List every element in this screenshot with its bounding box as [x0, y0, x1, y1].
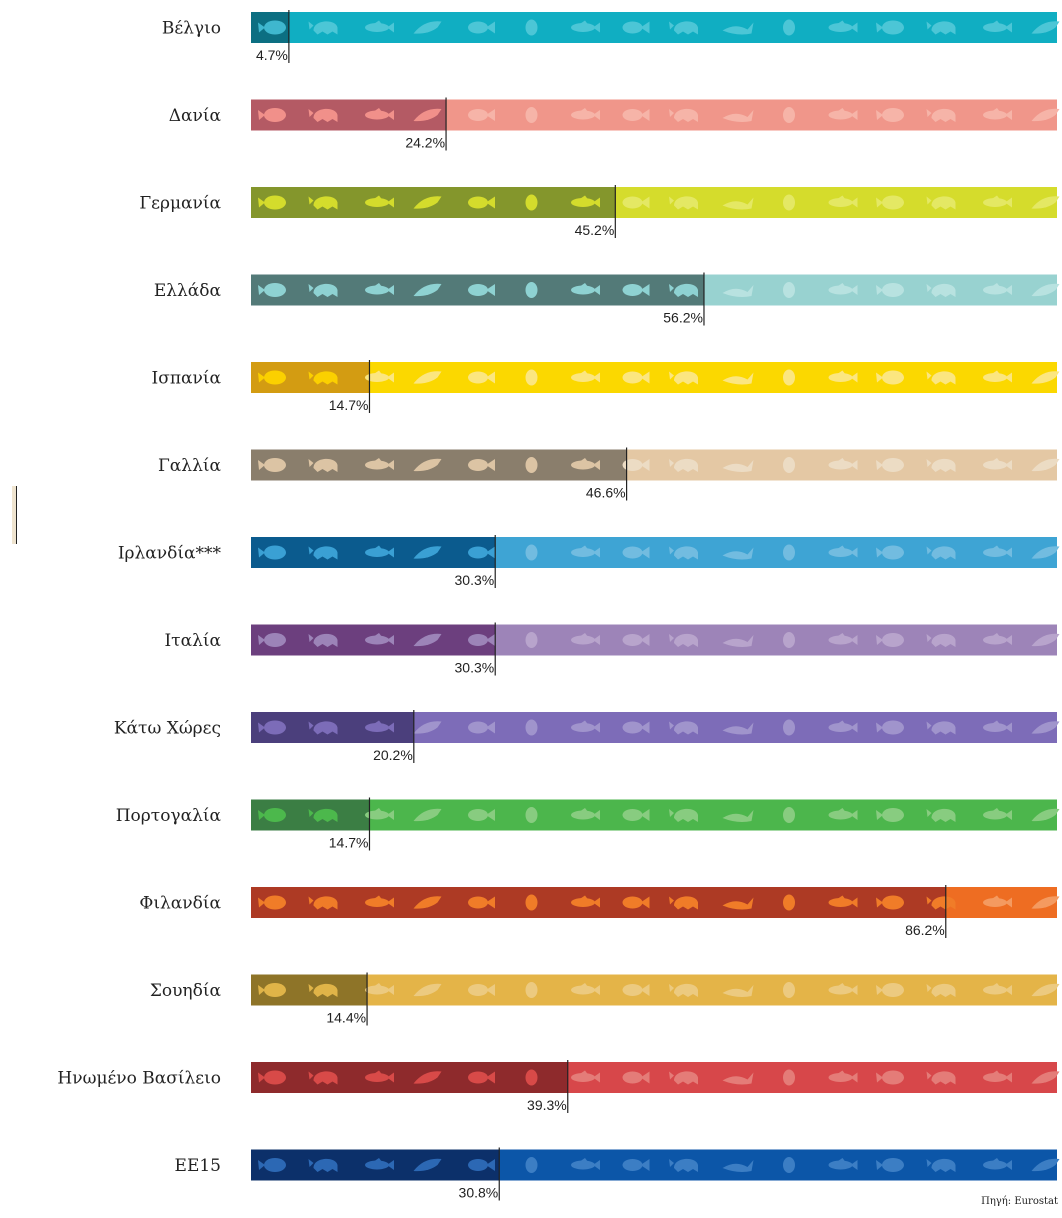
- category-label: Κάτω Χώρες: [114, 719, 221, 739]
- bar-row: Φιλανδία 86.2%: [139, 885, 1060, 938]
- bar-value: [251, 449, 627, 481]
- crab-icon: [783, 457, 795, 473]
- category-label: ΕΕ15: [175, 1156, 221, 1176]
- value-label: 46.6%: [586, 485, 626, 501]
- value-label: 56.2%: [663, 310, 703, 326]
- bar-row: Ισπανία 14.7%: [152, 360, 1060, 413]
- category-label: Φιλανδία: [139, 894, 221, 914]
- value-label: 24.2%: [405, 135, 445, 151]
- category-label: Γερμανία: [139, 194, 221, 214]
- crab-icon: [525, 19, 538, 36]
- value-label: 39.3%: [527, 1097, 567, 1113]
- crab-icon: [525, 282, 538, 298]
- category-label: Πορτογαλία: [116, 806, 222, 826]
- bar-row: Γαλλία 46.6%: [158, 447, 1060, 501]
- bar-row: Βέλγιο 4.7%: [162, 10, 1060, 63]
- source-note: Πηγή: Eurostat: [981, 1196, 1058, 1207]
- bar-row: Δανία 24.2%: [169, 97, 1060, 151]
- category-label: Ισπανία: [152, 369, 222, 389]
- crab-icon: [525, 982, 538, 998]
- category-label: Βέλγιο: [162, 19, 221, 39]
- crab-icon: [783, 719, 795, 736]
- category-label: Ιταλία: [164, 631, 221, 651]
- value-label: 14.4%: [326, 1010, 366, 1026]
- value-label: 14.7%: [329, 397, 369, 413]
- category-label: Γαλλία: [158, 456, 221, 476]
- bar-row: Γερμανία 45.2%: [139, 185, 1060, 238]
- category-label: Δανία: [169, 106, 222, 126]
- category-label: Ιρλανδία***: [118, 544, 222, 564]
- value-label: 30.3%: [455, 572, 495, 588]
- value-label: 14.7%: [329, 835, 369, 851]
- bar-row: Σουηδία 14.4%: [150, 972, 1060, 1026]
- crab-icon: [783, 1157, 795, 1173]
- crab-icon: [783, 282, 795, 298]
- category-label: Ελλάδα: [154, 281, 222, 301]
- crab-icon: [783, 19, 795, 36]
- value-label: 45.2%: [575, 222, 615, 238]
- bar-row: Κάτω Χώρες 20.2%: [114, 710, 1060, 763]
- crab-icon: [783, 982, 795, 998]
- bar-row: Ιρλανδία*** 30.3%: [118, 535, 1060, 588]
- bar-row: Ηνωμένο Βασίλειο 39.3%: [57, 1060, 1060, 1113]
- crab-icon: [525, 457, 538, 473]
- crab-icon: [525, 719, 538, 736]
- crab-icon: [783, 894, 795, 911]
- bar-row: Πορτογαλία 14.7%: [116, 797, 1060, 851]
- crab-icon: [525, 544, 538, 561]
- side-marker-line: [16, 486, 17, 544]
- value-label: 4.7%: [256, 47, 288, 63]
- value-label: 86.2%: [905, 922, 945, 938]
- value-label: 20.2%: [373, 747, 413, 763]
- crab-icon: [783, 544, 795, 561]
- bar-value: [251, 1062, 568, 1093]
- crab-icon: [783, 632, 795, 648]
- value-label: 30.8%: [459, 1185, 499, 1201]
- category-label: Σουηδία: [150, 981, 222, 1001]
- crab-icon: [525, 1069, 538, 1086]
- crab-icon: [783, 107, 795, 123]
- crab-icon: [525, 807, 538, 823]
- bar-row: ΕΕ15 30.8%: [175, 1147, 1060, 1201]
- crab-icon: [525, 1157, 538, 1173]
- crab-icon: [783, 807, 795, 823]
- crab-icon: [783, 1069, 795, 1086]
- bar-row: Ιταλία 30.3%: [164, 622, 1060, 676]
- crab-icon: [525, 107, 538, 123]
- crab-icon: [525, 369, 538, 386]
- crab-icon: [783, 194, 795, 211]
- side-marker-strip: [12, 486, 16, 544]
- category-label: Ηνωμένο Βασίλειο: [57, 1069, 221, 1089]
- crab-icon: [525, 632, 538, 648]
- value-label: 30.3%: [455, 660, 495, 676]
- crab-icon: [525, 894, 538, 911]
- crab-icon: [783, 369, 795, 386]
- side-marker: [12, 486, 18, 544]
- crab-icon: [525, 194, 538, 211]
- bar-row: Ελλάδα 56.2%: [154, 272, 1060, 326]
